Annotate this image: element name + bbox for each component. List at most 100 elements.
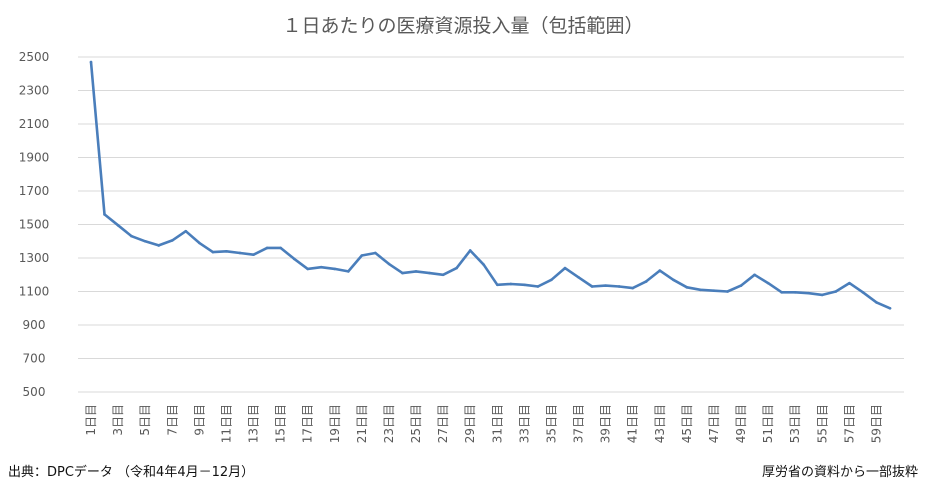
data-point xyxy=(130,234,133,238)
x-tick-label: 7日目 xyxy=(165,404,179,436)
data-point xyxy=(319,265,323,269)
data-point xyxy=(536,285,540,288)
data-point xyxy=(753,273,756,277)
y-tick-label: 1100 xyxy=(19,285,50,299)
data-point xyxy=(523,283,526,287)
x-tick-label: 47日目 xyxy=(707,404,721,443)
data-point xyxy=(820,293,824,297)
data-point xyxy=(455,266,458,270)
series-group xyxy=(89,60,892,310)
data-point xyxy=(834,290,838,293)
data-point xyxy=(550,278,553,282)
x-tick-label: 5日目 xyxy=(138,404,152,436)
x-tick-label: 15日目 xyxy=(274,404,288,443)
data-point xyxy=(414,270,418,273)
data-point xyxy=(211,250,215,254)
y-tick-label: 500 xyxy=(23,385,46,399)
y-tick-label: 1500 xyxy=(19,218,50,232)
x-tick-label: 9日目 xyxy=(192,404,206,436)
x-tick-label: 17日目 xyxy=(301,404,315,443)
data-point xyxy=(428,271,431,275)
data-point xyxy=(184,229,188,233)
y-tick-label: 1900 xyxy=(19,151,50,165)
data-point xyxy=(685,286,689,289)
x-tick-label: 55日目 xyxy=(815,404,829,443)
data-point xyxy=(617,285,621,288)
x-axis: 1日目 3日目 5日目 7日目 9日目 11日目 13日目 15日目 17日目 19日目 21日目 2… xyxy=(84,404,883,443)
data-point xyxy=(468,249,472,252)
data-point xyxy=(672,278,675,282)
x-tick-label: 1日目 xyxy=(84,404,98,436)
data-point xyxy=(198,241,201,245)
data-point xyxy=(848,281,851,285)
x-tick-label: 35日目 xyxy=(544,404,558,443)
x-tick-label: 31日目 xyxy=(490,404,504,443)
data-point xyxy=(590,285,594,288)
data-point xyxy=(238,251,242,255)
y-tick-label: 900 xyxy=(23,318,46,332)
data-point xyxy=(563,266,567,270)
x-tick-label: 57日目 xyxy=(842,404,856,443)
x-tick-label: 19日目 xyxy=(328,404,342,443)
x-tick-label: 33日目 xyxy=(517,404,531,443)
data-point xyxy=(739,284,743,287)
x-tick-label: 11日目 xyxy=(219,404,233,443)
x-tick-label: 25日目 xyxy=(409,404,423,443)
data-point xyxy=(577,275,580,279)
data-point xyxy=(861,291,865,294)
data-point xyxy=(793,291,797,294)
data-point xyxy=(292,257,296,261)
data-point xyxy=(225,250,228,253)
x-tick-label: 29日目 xyxy=(463,404,477,443)
data-point xyxy=(712,289,716,292)
data-point xyxy=(157,244,161,247)
x-tick-label: 21日目 xyxy=(355,404,369,443)
source-note: 出典：DPCデータ （令和4年4月－12月） xyxy=(8,465,255,480)
x-tick-label: 43日目 xyxy=(653,404,667,443)
data-point xyxy=(482,263,486,267)
data-point xyxy=(89,60,93,64)
data-point xyxy=(347,270,350,273)
data-point xyxy=(875,301,878,304)
data-point xyxy=(252,253,255,256)
data-point xyxy=(387,262,391,266)
data-point xyxy=(644,280,648,283)
data-point xyxy=(495,283,499,287)
y-tick-label: 2100 xyxy=(19,117,50,131)
y-tick-label: 1300 xyxy=(19,251,50,265)
data-point xyxy=(170,239,174,242)
data-point xyxy=(807,291,811,295)
gridlines xyxy=(78,56,904,393)
x-tick-label: 45日目 xyxy=(680,404,694,443)
y-tick-label: 2500 xyxy=(19,50,50,64)
data-point xyxy=(360,254,364,257)
data-point xyxy=(726,290,729,293)
data-point xyxy=(116,224,120,227)
credit-note: 厚労省の資料から一部抜粋 xyxy=(761,465,918,480)
data-point xyxy=(306,267,309,271)
x-tick-label: 3日目 xyxy=(111,404,125,436)
x-tick-label: 37日目 xyxy=(572,404,586,443)
y-tick-label: 700 xyxy=(23,352,46,366)
x-tick-label: 39日目 xyxy=(599,404,613,443)
data-point xyxy=(333,267,337,271)
x-tick-label: 49日目 xyxy=(734,404,748,443)
data-point xyxy=(401,271,404,275)
data-point xyxy=(888,306,892,310)
data-point xyxy=(699,288,702,292)
data-point xyxy=(143,239,147,243)
series-line xyxy=(89,60,892,310)
data-point xyxy=(279,246,282,250)
x-tick-label: 51日目 xyxy=(761,404,775,443)
data-point xyxy=(631,286,634,290)
x-tick-label: 41日目 xyxy=(626,404,640,443)
y-axis: 500 700 900 1100 1300 1500 1700 1900 2100 2300 250… xyxy=(19,50,50,399)
x-tick-label: 23日目 xyxy=(382,404,396,443)
x-tick-label: 27日目 xyxy=(436,404,450,443)
data-point xyxy=(766,281,770,285)
data-point xyxy=(265,246,269,250)
data-point xyxy=(780,291,783,294)
x-tick-label: 13日目 xyxy=(247,404,261,443)
data-point xyxy=(441,273,445,277)
x-tick-label: 59日目 xyxy=(869,404,883,443)
